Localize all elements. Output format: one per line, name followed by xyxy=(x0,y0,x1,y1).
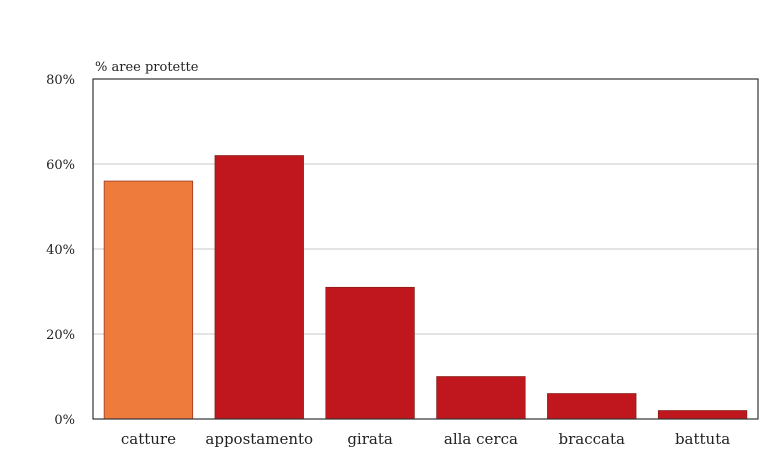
x-tick-label: girata xyxy=(347,430,393,448)
plot-frame xyxy=(92,78,759,420)
bar-battuta xyxy=(657,410,748,420)
x-tick-label: catture xyxy=(121,430,176,448)
bar-girata xyxy=(325,286,415,420)
y-tick-label: 80% xyxy=(46,73,75,88)
bars xyxy=(103,155,748,420)
x-tick-label: braccata xyxy=(559,430,625,448)
y-tick-label: 40% xyxy=(46,243,75,258)
y-axis-label: % aree protette xyxy=(95,60,199,75)
bar-alla-cerca xyxy=(436,376,526,420)
x-tick-label: appostamento xyxy=(205,430,313,448)
x-tick-label: battuta xyxy=(675,430,730,448)
x-tick-labels: catture appostamento girata alla cerca bracc… xyxy=(121,430,730,448)
gridlines xyxy=(93,163,758,335)
y-tick-label: 60% xyxy=(46,158,75,173)
bar-appostamento xyxy=(214,155,304,420)
bar-catture xyxy=(103,180,194,420)
bar-braccata xyxy=(547,393,637,420)
x-tick-label: alla cerca xyxy=(444,430,518,448)
y-tick-label: 0% xyxy=(54,413,75,428)
y-tick-labels: 0% 20% 40% 60% 80% xyxy=(46,73,75,428)
y-tick-label: 20% xyxy=(46,328,75,343)
